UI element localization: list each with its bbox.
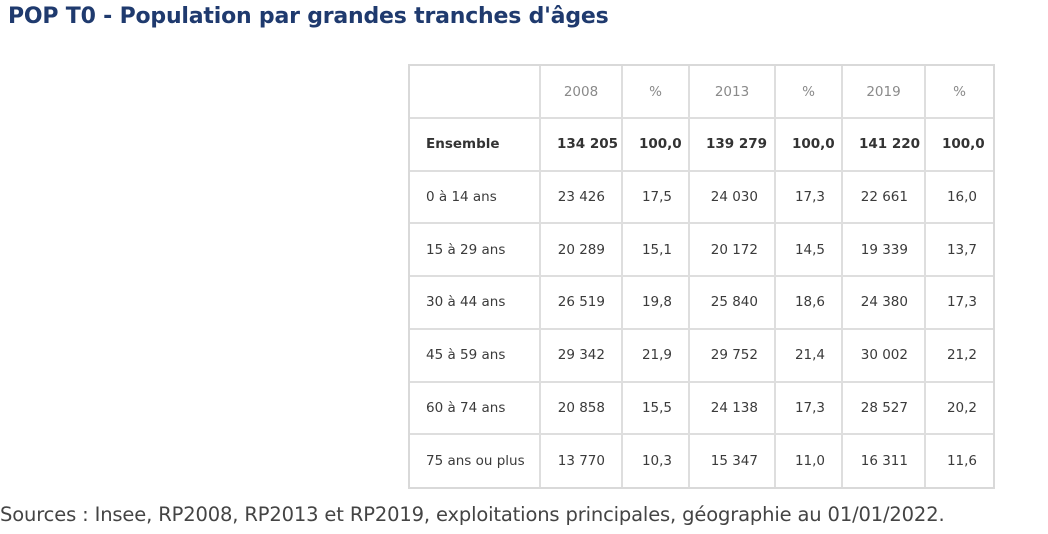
header-cell-label [410,66,541,119]
cell-2013: 139 279 [688,117,776,172]
cell-pct-2008: 19,8 [621,275,690,330]
cell-2013: 20 172 [688,222,776,278]
cell-pct-2019: 21,2 [924,327,993,383]
row-label: 30 à 44 ans [410,275,541,330]
population-table: 2008 % 2013 % 2019 % Ensemble 134 205 10… [410,66,993,487]
cell-pct-2019: 100,0 [924,117,993,172]
cell-pct-2013: 14,5 [774,222,843,278]
cell-2008: 26 519 [539,275,623,330]
cell-2008: 134 205 [539,117,623,172]
page-title: POP T0 - Population par grandes tranches… [8,4,609,29]
cell-2013: 24 138 [688,380,776,436]
header-cell-pct-2013: % [774,66,843,119]
table-row: 30 à 44 ans 26 519 19,8 25 840 18,6 24 3… [410,275,993,330]
cell-2019: 24 380 [841,275,926,330]
cell-pct-2013: 100,0 [774,117,843,172]
table-row: 60 à 74 ans 20 858 15,5 24 138 17,3 28 5… [410,380,993,436]
header-cell-pct-2008: % [621,66,690,119]
cell-2013: 25 840 [688,275,776,330]
cell-pct-2008: 17,5 [621,169,690,225]
table-row: 0 à 14 ans 23 426 17,5 24 030 17,3 22 66… [410,169,993,225]
cell-2019: 19 339 [841,222,926,278]
table-row-ensemble: Ensemble 134 205 100,0 139 279 100,0 141… [410,117,993,172]
row-label: 0 à 14 ans [410,169,541,225]
cell-pct-2019: 16,0 [924,169,993,225]
cell-pct-2008: 100,0 [621,117,690,172]
header-cell-pct-2019: % [924,66,993,119]
row-label: 75 ans ou plus [410,433,541,487]
cell-2013: 24 030 [688,169,776,225]
row-label: 60 à 74 ans [410,380,541,436]
cell-2008: 23 426 [539,169,623,225]
row-label: 15 à 29 ans [410,222,541,278]
header-cell-2013: 2013 [688,66,776,119]
cell-pct-2013: 21,4 [774,327,843,383]
cell-2019: 22 661 [841,169,926,225]
cell-2008: 20 289 [539,222,623,278]
population-table-container: 2008 % 2013 % 2019 % Ensemble 134 205 10… [408,64,995,489]
header-cell-2008: 2008 [539,66,623,119]
cell-pct-2019: 13,7 [924,222,993,278]
cell-pct-2008: 15,1 [621,222,690,278]
cell-pct-2008: 21,9 [621,327,690,383]
cell-2008: 29 342 [539,327,623,383]
cell-2013: 29 752 [688,327,776,383]
cell-pct-2019: 11,6 [924,433,993,487]
cell-pct-2019: 20,2 [924,380,993,436]
cell-pct-2013: 17,3 [774,169,843,225]
cell-2019: 28 527 [841,380,926,436]
cell-pct-2013: 11,0 [774,433,843,487]
table-header-row: 2008 % 2013 % 2019 % [410,66,993,119]
header-cell-2019: 2019 [841,66,926,119]
row-label: Ensemble [410,117,541,172]
cell-2019: 30 002 [841,327,926,383]
cell-pct-2008: 15,5 [621,380,690,436]
cell-2008: 13 770 [539,433,623,487]
sources-note: Sources : Insee, RP2008, RP2013 et RP201… [0,503,945,526]
cell-2013: 15 347 [688,433,776,487]
table-row: 15 à 29 ans 20 289 15,1 20 172 14,5 19 3… [410,222,993,278]
table-row: 45 à 59 ans 29 342 21,9 29 752 21,4 30 0… [410,327,993,383]
cell-pct-2013: 18,6 [774,275,843,330]
cell-pct-2013: 17,3 [774,380,843,436]
cell-2008: 20 858 [539,380,623,436]
table-row: 75 ans ou plus 13 770 10,3 15 347 11,0 1… [410,433,993,487]
cell-2019: 16 311 [841,433,926,487]
cell-pct-2008: 10,3 [621,433,690,487]
row-label: 45 à 59 ans [410,327,541,383]
cell-pct-2019: 17,3 [924,275,993,330]
cell-2019: 141 220 [841,117,926,172]
